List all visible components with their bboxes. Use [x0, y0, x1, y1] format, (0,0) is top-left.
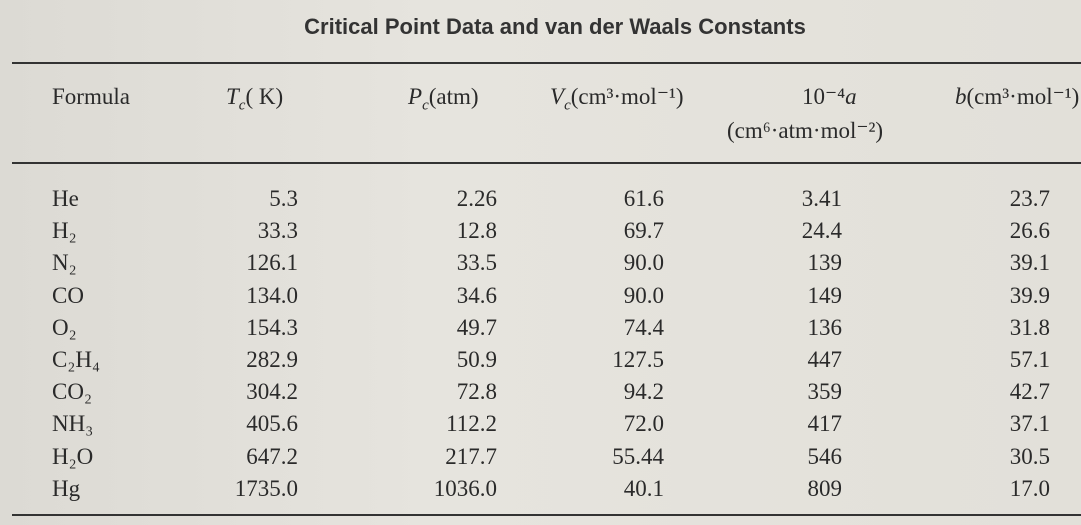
value-cell: 127.5: [612, 347, 664, 372]
value-cell: 17.0: [1009, 475, 1050, 501]
value-cell: 447: [807, 347, 843, 372]
value-cell: 139: [807, 250, 843, 276]
formula-cell: H₂O: [52, 443, 94, 469]
value-cell: 33.5: [456, 250, 497, 276]
value-cell: 33.3: [257, 218, 298, 244]
value-cell: 5.3: [269, 186, 298, 211]
formula-cell: He: [52, 186, 79, 211]
value-cell: 154.3: [246, 314, 298, 340]
formula-cell: NH₃: [52, 411, 94, 437]
value-cell: 42.7: [1009, 379, 1050, 405]
value-cell: 647.2: [246, 443, 298, 469]
header: b(cm³·mol⁻¹): [955, 84, 1079, 110]
value-cell: 50.9: [456, 347, 497, 372]
header-unit: (atm): [428, 84, 479, 109]
header: Formula: [52, 84, 130, 110]
value-cell: 136: [807, 314, 843, 340]
value-cell: 72.0: [623, 411, 664, 437]
value-cell: 40.1: [623, 475, 664, 501]
formula-cell: Hg: [52, 475, 81, 501]
value-cell: 61.6: [623, 186, 664, 211]
value-cell: 37.1: [1009, 411, 1050, 437]
value-cell: 30.5: [1009, 443, 1050, 469]
header: Vc(cm³·mol⁻¹): [550, 84, 684, 115]
value-cell: 57.1: [1009, 347, 1050, 372]
header-subscript: c: [238, 97, 246, 114]
header-symbol: P: [408, 84, 423, 109]
value-cell: 34.6: [456, 282, 497, 308]
value-cell: 72.8: [456, 379, 497, 405]
formula-cell: H₂: [52, 218, 77, 244]
value-cell: 90.0: [623, 282, 664, 308]
header-text: Formula: [52, 84, 130, 109]
formula-cell: CO₂: [52, 379, 92, 405]
bottom-rule: [12, 514, 1081, 516]
header-rule: [12, 162, 1081, 164]
value-cell: 23.7: [1009, 186, 1050, 211]
header: 10⁻⁴a: [802, 84, 857, 110]
value-cell: 282.9: [246, 347, 298, 372]
value-cell: 24.4: [801, 218, 842, 244]
formula-cell: C₂H₄: [52, 347, 100, 372]
value-cell: 69.7: [623, 218, 664, 244]
header-unit: (cm⁶·atm·mol⁻²): [727, 118, 884, 143]
header: Tc( K): [226, 84, 283, 115]
formula-cell: O₂: [52, 314, 77, 340]
value-cell: 90.0: [623, 250, 664, 276]
top-rule: [12, 62, 1081, 64]
value-cell: 405.6: [246, 411, 298, 437]
value-cell: 304.2: [246, 379, 298, 405]
table-title: Critical Point Data and van der Waals Co…: [304, 14, 806, 39]
value-cell: 94.2: [623, 379, 664, 405]
formula-cell: CO: [52, 282, 84, 308]
value-cell: 26.6: [1009, 218, 1050, 244]
value-cell: 809: [807, 475, 843, 501]
header: Pc(atm): [408, 84, 479, 115]
header-subscript: c: [422, 97, 429, 114]
value-cell: 74.4: [623, 314, 664, 340]
value-cell: 359: [807, 379, 843, 405]
formula-cell: N₂: [52, 250, 77, 276]
value-cell: 39.1: [1009, 250, 1050, 276]
value-cell: 126.1: [246, 250, 298, 276]
header-symbol: a: [845, 84, 857, 109]
value-cell: 149: [807, 282, 843, 308]
value-cell: 112.2: [446, 411, 497, 437]
value-cell: 55.44: [612, 443, 664, 469]
header-unit: ( K): [245, 84, 284, 109]
value-cell: 39.9: [1009, 282, 1050, 308]
value-cell: 12.8: [456, 218, 497, 244]
value-cell: 1735.0: [234, 475, 298, 501]
header-symbol: b: [955, 84, 967, 109]
value-cell: 217.7: [445, 443, 497, 469]
header-prefix: 10⁻⁴: [802, 84, 846, 109]
value-cell: 134.0: [246, 282, 298, 308]
value-cell: 417: [807, 411, 843, 437]
header-subscript: c: [564, 97, 571, 114]
value-cell: 3.41: [801, 186, 842, 211]
header-symbol: T: [226, 84, 239, 109]
value-cell: 1036.0: [433, 475, 497, 501]
value-cell: 31.8: [1009, 314, 1050, 340]
value-cell: 546: [807, 443, 843, 469]
value-cell: 2.26: [456, 186, 497, 211]
header-symbol: V: [550, 84, 565, 109]
header-unit: (cm³·mol⁻¹): [966, 84, 1080, 109]
value-cell: 49.7: [456, 314, 497, 340]
header-unit: (cm³·mol⁻¹): [570, 84, 684, 109]
